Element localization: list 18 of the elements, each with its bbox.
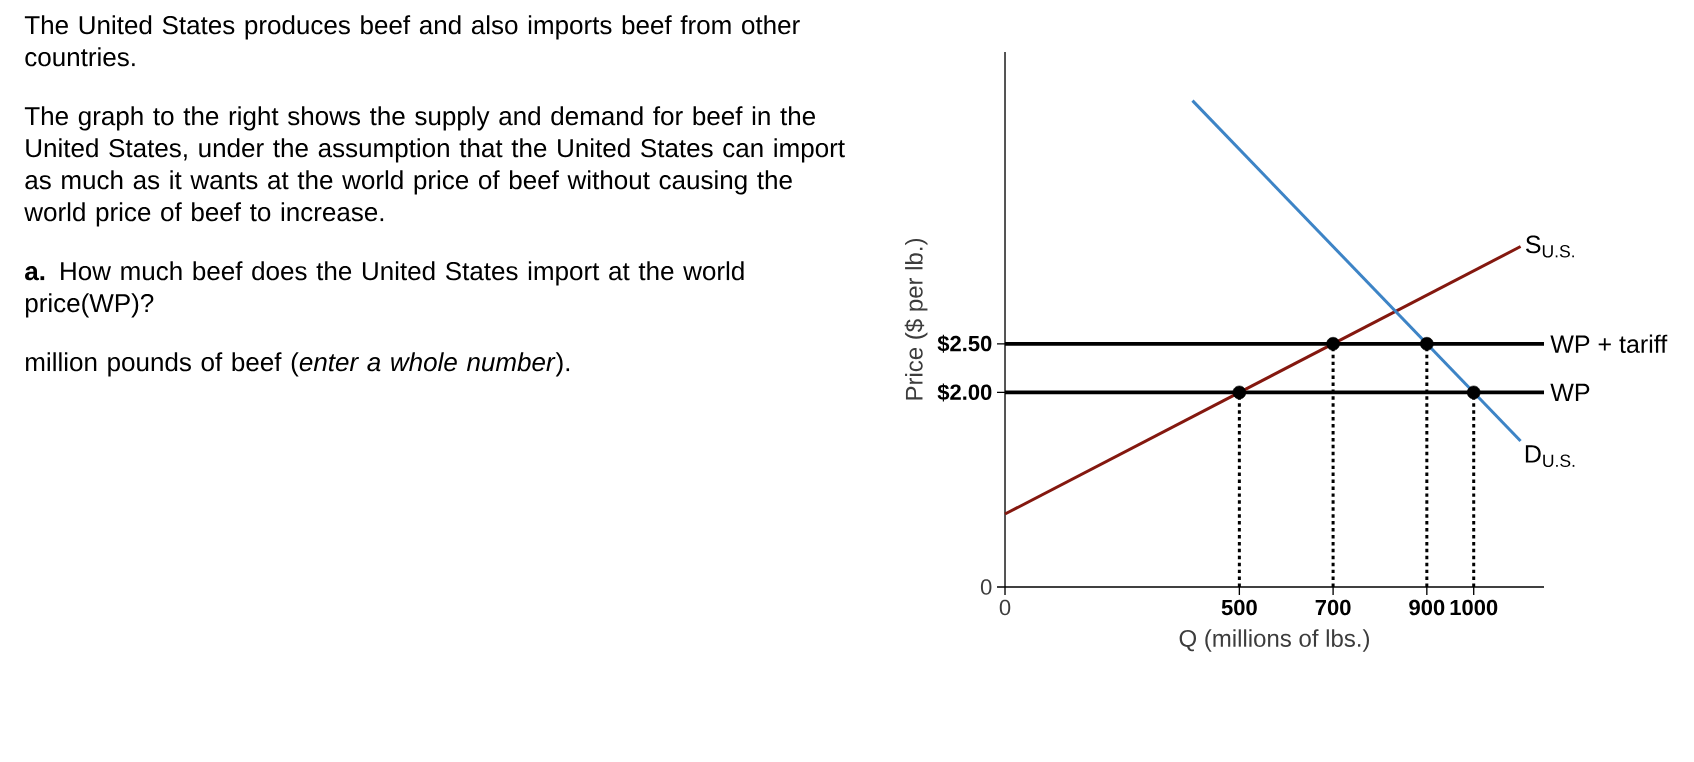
series-label: S$_{U.S.}$ [1525,235,1574,258]
x-tick-label: 900 [1409,599,1445,616]
x-tick-label: 0 [999,599,1011,616]
y-tick-label: $2.50 [937,334,992,353]
ref-line-label: WP [1550,383,1590,402]
text: a. How much beef does the United States import at the world price(WP)? [25,261,744,318]
x-tick-label: 500 [1221,599,1257,616]
ref-line-label: WP + tariff [1550,334,1668,353]
x-tick-label: 700 [1315,599,1351,616]
x-tick-label: 1000 [1450,599,1498,616]
text: million pounds of beef (enter a whole number). [26,352,570,377]
y-axis-title: Price ($ per lb.) [904,238,928,400]
y-tick-label: 0 [980,579,992,595]
x-axis-title: Q (millions of lbs.) [1179,629,1369,652]
y-tick-label: $2.00 [937,383,992,402]
text: The graph to the right shows the supply and demand for beef in the United States, under the assumption that the United States can import as much as it wants at the world price of beef without causing the world price of beef to increase. [24,106,845,227]
text: The United States produces beef and also imports beef from other countries. [24,15,800,67]
series-label: D$_{U.S.}$ [1525,445,1575,467]
